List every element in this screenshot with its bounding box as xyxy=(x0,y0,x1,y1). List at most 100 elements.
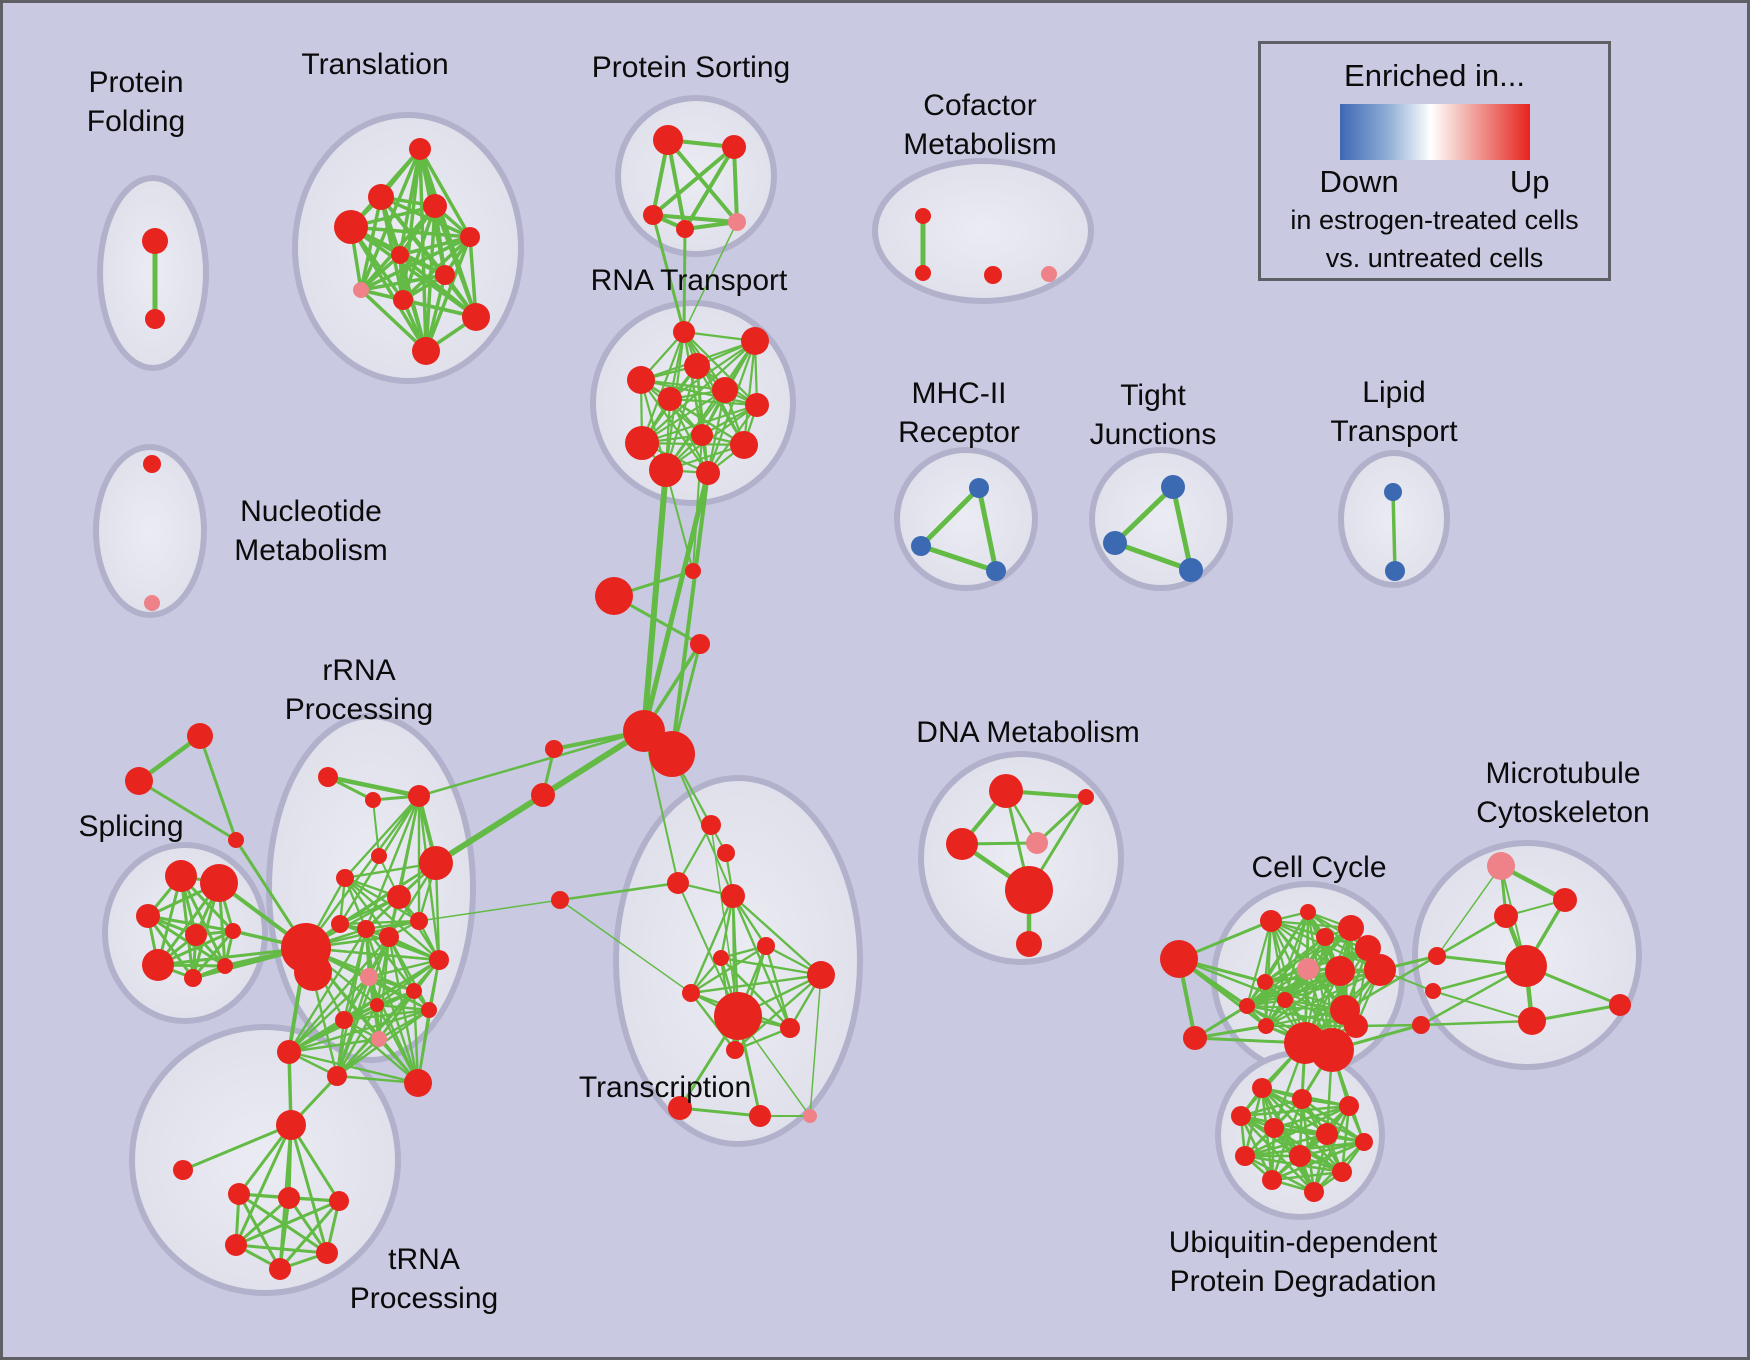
gene-set-node-r9[interactable] xyxy=(331,915,349,933)
gene-set-node-d5[interactable] xyxy=(1005,866,1053,914)
gene-set-node-rt4[interactable] xyxy=(627,366,655,394)
gene-set-node-tr12[interactable] xyxy=(668,1096,692,1120)
gene-set-node-tj3[interactable] xyxy=(1179,558,1203,582)
gene-set-node-u10[interactable] xyxy=(1332,1162,1352,1182)
gene-set-node-r17[interactable] xyxy=(421,1002,437,1018)
gene-set-node-mh1[interactable] xyxy=(969,478,989,498)
gene-set-node-tr10[interactable] xyxy=(780,1018,800,1038)
gene-set-node-ch1[interactable] xyxy=(685,563,701,579)
gene-set-node-t6[interactable] xyxy=(391,246,409,264)
gene-set-node-n1[interactable] xyxy=(228,1183,250,1205)
gene-set-node-r18[interactable] xyxy=(335,1011,353,1029)
gene-set-node-mh2[interactable] xyxy=(911,536,931,556)
gene-set-node-tr4[interactable] xyxy=(721,884,745,908)
gene-set-node-r8[interactable] xyxy=(387,885,411,909)
gene-set-node-s8[interactable] xyxy=(217,958,233,974)
gene-set-node-s3[interactable] xyxy=(136,904,160,928)
gene-set-node-r1[interactable] xyxy=(318,767,338,787)
gene-set-node-rt5[interactable] xyxy=(712,377,738,403)
gene-set-node-c6[interactable] xyxy=(1316,928,1334,946)
gene-set-node-r5[interactable] xyxy=(336,869,354,887)
gene-set-node-ps2[interactable] xyxy=(722,135,746,159)
gene-set-node-t8[interactable] xyxy=(353,282,369,298)
gene-set-node-r11[interactable] xyxy=(379,927,399,947)
gene-set-node-ps3[interactable] xyxy=(643,205,663,225)
gene-set-node-cf2[interactable] xyxy=(915,265,931,281)
gene-set-node-c11[interactable] xyxy=(1257,974,1273,990)
gene-set-node-lp2[interactable] xyxy=(1385,561,1405,581)
gene-set-node-lx[interactable] xyxy=(551,891,569,909)
gene-set-node-tr11[interactable] xyxy=(726,1041,744,1059)
gene-set-node-t2[interactable] xyxy=(368,184,394,210)
gene-set-node-u7[interactable] xyxy=(1355,1133,1373,1151)
gene-set-node-nhub[interactable] xyxy=(276,1110,306,1140)
gene-set-node-r2[interactable] xyxy=(365,792,381,808)
gene-set-node-tr14[interactable] xyxy=(803,1109,817,1123)
gene-set-node-t11[interactable] xyxy=(412,337,440,365)
gene-set-node-n3[interactable] xyxy=(329,1191,349,1211)
gene-set-node-ps1[interactable] xyxy=(653,125,683,155)
gene-set-node-r16[interactable] xyxy=(370,998,384,1012)
gene-set-node-b1[interactable] xyxy=(1428,947,1446,965)
gene-set-node-rt12[interactable] xyxy=(696,461,720,485)
gene-set-node-m1[interactable] xyxy=(1487,852,1515,880)
gene-set-node-r13[interactable] xyxy=(429,950,449,970)
gene-set-node-r14[interactable] xyxy=(360,968,378,986)
gene-set-node-ps5[interactable] xyxy=(728,213,746,231)
gene-set-node-cf4[interactable] xyxy=(1041,266,1057,282)
gene-set-node-s6[interactable] xyxy=(142,949,174,981)
gene-set-node-u12[interactable] xyxy=(1304,1182,1324,1202)
gene-set-node-c2[interactable] xyxy=(1183,1026,1207,1050)
gene-set-node-t1[interactable] xyxy=(409,138,431,160)
gene-set-node-g3[interactable] xyxy=(228,832,244,848)
gene-set-node-s5[interactable] xyxy=(225,923,241,939)
gene-set-node-c3[interactable] xyxy=(1260,910,1282,932)
gene-set-node-rt8[interactable] xyxy=(691,424,713,446)
gene-set-node-c14[interactable] xyxy=(1258,1018,1274,1034)
gene-set-node-u1[interactable] xyxy=(1252,1078,1272,1098)
gene-set-node-r3[interactable] xyxy=(408,785,430,807)
gene-set-node-g1[interactable] xyxy=(187,723,213,749)
gene-set-node-lp1[interactable] xyxy=(1384,483,1402,501)
gene-set-node-niso[interactable] xyxy=(173,1160,193,1180)
gene-set-node-d4[interactable] xyxy=(1026,832,1048,854)
gene-set-node-u9[interactable] xyxy=(1289,1145,1311,1167)
gene-set-node-ch3[interactable] xyxy=(690,634,710,654)
gene-set-node-tr13[interactable] xyxy=(749,1105,771,1127)
gene-set-node-t4[interactable] xyxy=(334,210,368,244)
gene-set-node-rhub2[interactable] xyxy=(294,953,332,991)
gene-set-node-d2[interactable] xyxy=(1078,789,1094,805)
gene-set-node-tr2[interactable] xyxy=(717,844,735,862)
gene-set-node-t3[interactable] xyxy=(423,194,447,218)
gene-set-node-s7[interactable] xyxy=(184,969,202,987)
gene-set-node-tr8[interactable] xyxy=(682,984,700,1002)
gene-set-node-l2[interactable] xyxy=(531,783,555,807)
gene-set-node-tr7[interactable] xyxy=(807,961,835,989)
gene-set-node-d3[interactable] xyxy=(946,828,978,860)
gene-set-node-u3[interactable] xyxy=(1339,1096,1359,1116)
gene-set-node-n6[interactable] xyxy=(269,1258,291,1280)
gene-set-node-u5[interactable] xyxy=(1264,1118,1284,1138)
gene-set-node-c8[interactable] xyxy=(1364,954,1396,986)
gene-set-node-nm1[interactable] xyxy=(143,455,161,473)
gene-set-node-r23[interactable] xyxy=(404,1069,432,1097)
gene-set-node-s2[interactable] xyxy=(200,864,238,902)
gene-set-node-nm2[interactable] xyxy=(144,595,160,611)
gene-set-node-c16[interactable] xyxy=(1344,1014,1368,1038)
gene-set-node-c4[interactable] xyxy=(1300,904,1316,920)
gene-set-node-rt7[interactable] xyxy=(658,387,682,411)
gene-set-node-chub[interactable] xyxy=(1160,940,1198,978)
gene-set-node-c7[interactable] xyxy=(1355,935,1381,961)
gene-set-node-tr9[interactable] xyxy=(714,992,762,1040)
gene-set-node-g2[interactable] xyxy=(125,767,153,795)
gene-set-node-tj2[interactable] xyxy=(1103,531,1127,555)
gene-set-node-r12[interactable] xyxy=(410,912,428,930)
gene-set-node-hpc2[interactable] xyxy=(1310,1028,1354,1072)
gene-set-node-cf1[interactable] xyxy=(915,208,931,224)
gene-set-node-rt1[interactable] xyxy=(673,321,695,343)
gene-set-node-r6[interactable] xyxy=(419,846,453,880)
gene-set-node-c10[interactable] xyxy=(1325,956,1355,986)
gene-set-node-rt6[interactable] xyxy=(745,393,769,417)
gene-set-node-r4[interactable] xyxy=(371,848,387,864)
gene-set-node-mh3[interactable] xyxy=(986,561,1006,581)
